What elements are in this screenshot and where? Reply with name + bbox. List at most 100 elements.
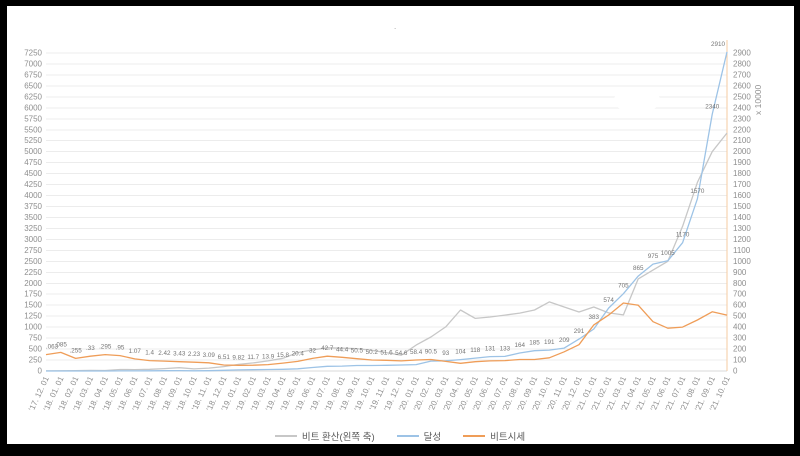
legend-label: 비트 환산(왼쪽 축) (301, 432, 375, 443)
data-label: 104 (455, 349, 466, 356)
y-right-tick-label: 2100 (733, 136, 751, 145)
data-label: 1005 (661, 250, 676, 257)
white-smudge (613, 90, 661, 112)
y-right-tick-label: 2000 (733, 147, 751, 156)
y-left-tick-label: 1250 (24, 312, 42, 321)
data-label: 58.4 (410, 349, 423, 356)
data-label: 133 (500, 345, 511, 352)
data-label: 6.51 (218, 354, 231, 361)
y-right-tick-label: 1300 (733, 224, 751, 233)
y-left-tick-label: 500 (29, 345, 43, 354)
series-line-2 (45, 302, 728, 366)
data-label: 209 (559, 337, 570, 344)
data-label: .33 (86, 345, 95, 352)
data-label: 3.09 (203, 352, 216, 359)
y-right-tick-label: 2900 (733, 49, 751, 58)
y-left-tick-label: 250 (29, 356, 43, 365)
data-label: 15.8 (277, 352, 290, 359)
title-dot: . (394, 22, 397, 31)
legend-swatch-icon (463, 435, 486, 437)
y-right-tick-label: 1200 (733, 235, 751, 244)
data-label: 42.7 (321, 345, 334, 352)
data-label: 9.82 (232, 354, 245, 361)
data-label: 185 (529, 340, 540, 347)
y-right-tick-label: 1000 (733, 257, 751, 266)
y-right-tick-label: 900 (733, 268, 747, 277)
y-right-tick-label: 1400 (733, 213, 751, 222)
legend-swatch-icon (274, 435, 297, 437)
data-label: 50.2 (366, 349, 379, 356)
y-left-tick-label: 3000 (24, 235, 42, 244)
data-label: 291 (574, 328, 585, 335)
y-left-tick-label: 5500 (24, 125, 42, 134)
data-label: 1.07 (129, 348, 142, 355)
data-label: 383 (589, 314, 600, 321)
data-label: 2340 (705, 103, 720, 110)
data-label: 1.4 (145, 350, 154, 357)
data-label: 574 (603, 297, 614, 304)
right-axis-unit-label: x 10000 (753, 84, 763, 115)
y-left-tick-label: 1750 (24, 290, 42, 299)
legend-item: 달성 (396, 429, 442, 443)
data-label: 11.7 (247, 354, 259, 361)
legend: 비트 환산(왼쪽 축) 달성 비트시세 (0, 429, 800, 443)
y-left-tick-label: 4000 (24, 191, 42, 200)
data-label: 32 (309, 347, 317, 354)
y-right-tick-label: 2600 (733, 81, 751, 90)
data-label: 975 (648, 253, 659, 260)
data-label: .063 (46, 344, 59, 351)
data-label: 2910 (711, 41, 726, 48)
y-right-tick-label: 2700 (733, 70, 751, 79)
y-left-tick-label: 6000 (24, 103, 42, 112)
y-right-tick-label: 100 (733, 356, 747, 365)
y-right-tick-label: 2800 (733, 60, 751, 69)
data-label: 2.23 (188, 351, 201, 358)
data-label: 50.5 (351, 348, 364, 355)
y-right-tick-label: 1600 (733, 191, 751, 200)
data-label: 1170 (676, 232, 690, 239)
y-right-tick-label: 2400 (733, 103, 751, 112)
y-left-tick-label: 0 (38, 367, 43, 376)
y-left-tick-label: 2250 (24, 268, 42, 277)
y-left-tick-label: 6750 (24, 70, 42, 79)
y-right-tick-label: 1100 (733, 246, 751, 255)
y-left-tick-label: 1000 (24, 323, 42, 332)
data-label: 191 (544, 339, 555, 346)
legend-label: 달성 (423, 432, 442, 443)
legend-item: 비트시세 (463, 429, 525, 443)
y-left-tick-label: 2750 (24, 246, 42, 255)
y-right-tick-label: 0 (733, 367, 738, 376)
legend-label: 비트시세 (490, 432, 526, 443)
y-left-tick-label: 4500 (24, 169, 42, 178)
data-label: .255 (69, 347, 82, 354)
y-left-tick-label: 2000 (24, 279, 42, 288)
y-left-tick-label: 5250 (24, 136, 42, 145)
y-left-tick-label: 3750 (24, 202, 42, 211)
data-label: .295 (99, 344, 112, 351)
data-label: 2.42 (158, 350, 171, 357)
y-left-tick-label: 6250 (24, 92, 42, 101)
data-label: 3.43 (173, 351, 186, 358)
y-right-tick-label: 400 (733, 323, 747, 332)
data-label: 118 (470, 347, 481, 354)
data-label: 865 (633, 265, 644, 272)
data-label: 13.9 (262, 354, 275, 361)
y-left-tick-label: 4250 (24, 180, 42, 189)
data-label: 51.6 (380, 349, 393, 356)
data-label: 164 (514, 342, 525, 349)
y-right-tick-label: 1800 (733, 169, 751, 178)
series-line-1 (46, 51, 728, 372)
y-left-tick-label: 4750 (24, 158, 42, 167)
y-right-tick-label: 2300 (733, 114, 751, 123)
data-label: 44.4 (336, 346, 349, 353)
y-left-tick-label: 3250 (24, 224, 42, 233)
data-label: .085 (55, 341, 68, 348)
y-left-tick-label: 7250 (24, 49, 42, 58)
y-right-tick-label: 300 (733, 334, 747, 343)
data-label: 131 (485, 346, 496, 353)
y-right-tick-label: 700 (733, 290, 747, 299)
y-right-tick-label: 1500 (733, 202, 751, 211)
data-label: 93 (442, 350, 450, 357)
y-left-tick-label: 2500 (24, 257, 42, 266)
